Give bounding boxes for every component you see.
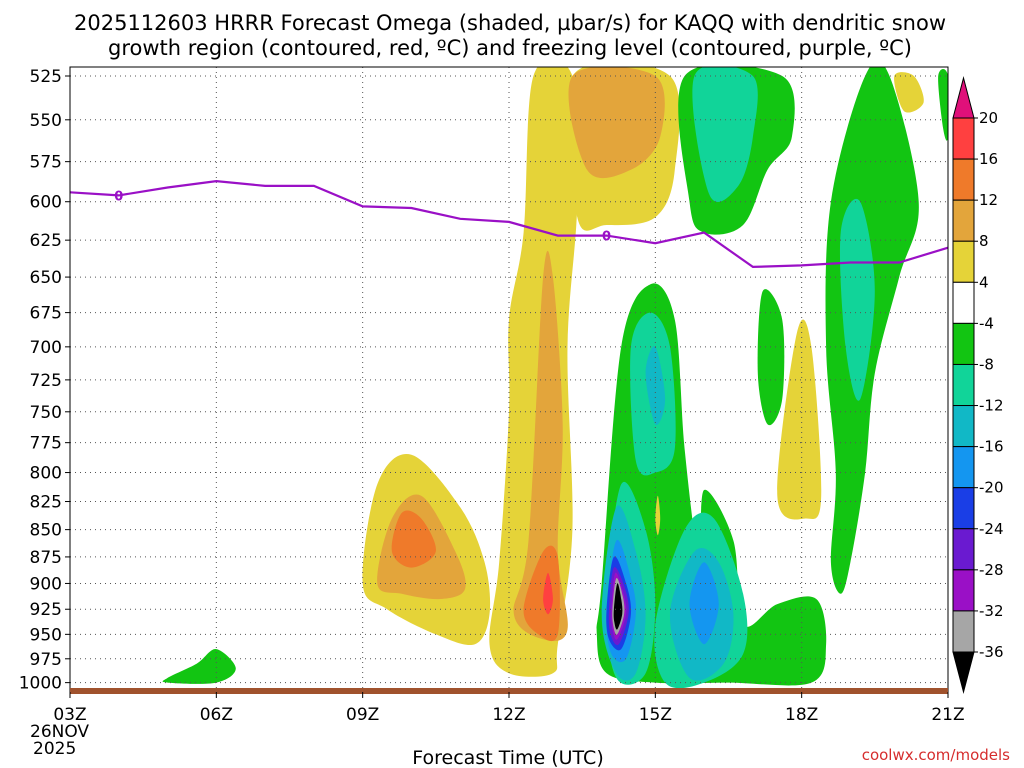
y-tick-label-600: 600 <box>30 193 62 213</box>
chart-title-line-2: growth region (contoured, red, ºC) and f… <box>108 36 912 60</box>
colorbar-segment-2 <box>952 158 975 201</box>
colorbar-tick-label-9: -20 <box>979 479 1004 497</box>
freezing-level-contour: 00 <box>69 179 949 269</box>
colorbar-tick-label-8: -16 <box>979 438 1004 456</box>
colorbar-segment-5 <box>952 281 975 324</box>
omega-region-15 <box>692 67 758 202</box>
date-label-day: 26NOV <box>30 722 89 742</box>
colorbar-segment-12 <box>952 569 975 612</box>
colorbar-tick-label-0: 20 <box>979 109 998 127</box>
y-tick-label-750: 750 <box>30 403 62 423</box>
colorbar: 20 16 12 8 4 -4 -8 -12 -16 -20 -24 -28 -32 -36 <box>952 76 1004 694</box>
colorbar-top-arrow <box>952 76 975 119</box>
omega-region-20 <box>645 346 666 425</box>
y-tick-label-800: 800 <box>30 464 62 484</box>
omega-shading <box>162 67 948 689</box>
x-tick-label-1: 06Z <box>200 705 233 725</box>
omega-region-12 <box>757 289 785 426</box>
y-tick-label-900: 900 <box>30 574 62 594</box>
y-tick-label-975: 975 <box>30 650 62 670</box>
omega-region-33 <box>894 72 924 113</box>
omega-region-31 <box>777 319 822 520</box>
colorbar-tick-label-5: -4 <box>979 314 994 332</box>
y-tick-label-775: 775 <box>30 434 62 454</box>
x-tick-label-3: 12Z <box>492 705 525 725</box>
y-tick-label-525: 525 <box>30 67 62 87</box>
omega-region-14 <box>162 649 236 684</box>
y-tick-label-1000: 1000 <box>19 674 62 694</box>
omega-region-32 <box>655 495 661 536</box>
y-tick-label-625: 625 <box>30 231 62 251</box>
colorbar-segment-4 <box>952 240 975 283</box>
colorbar-tick-label-13: -36 <box>979 643 1004 661</box>
y-tick-label-950: 950 <box>30 625 62 645</box>
colorbar-segment-1 <box>952 117 975 160</box>
x-axis-title: Forecast Time (UTC) <box>412 747 603 768</box>
omega-region-29 <box>613 583 623 630</box>
colorbar-segment-3 <box>952 199 975 242</box>
omega-region-6 <box>391 510 436 568</box>
y-tick-label-850: 850 <box>30 521 62 541</box>
colorbar-tick-label-4: 4 <box>979 273 989 291</box>
colorbar-segment-8 <box>952 405 975 448</box>
y-tick-label-550: 550 <box>30 111 62 131</box>
colorbar-segment-13 <box>952 610 975 653</box>
colorbar-segment-7 <box>952 363 975 407</box>
freezing-level-line <box>69 179 949 269</box>
colorbar-segment-10 <box>952 487 975 530</box>
omega-region-13 <box>938 68 948 141</box>
x-axis-ticks: 03Z 06Z 09Z 12Z 15Z 18Z 21Z <box>53 692 965 725</box>
x-tick-label-0: 03Z <box>53 705 86 725</box>
colorbar-segment-6 <box>952 322 975 365</box>
omega-region-3 <box>568 67 665 179</box>
plot-area: 00 <box>69 66 949 694</box>
grid-lines <box>70 67 948 692</box>
x-tick-label-5: 18Z <box>785 705 818 725</box>
x-tick-label-6: 21Z <box>931 705 964 725</box>
y-tick-label-875: 875 <box>30 548 62 568</box>
y-tick-label-700: 700 <box>30 338 62 358</box>
y-tick-label-825: 825 <box>30 493 62 513</box>
omega-region-5 <box>513 250 568 642</box>
colorbar-tick-label-11: -28 <box>979 561 1004 579</box>
colorbar-bottom-arrow <box>952 651 975 694</box>
omega-region-24 <box>689 562 719 645</box>
colorbar-tick-label-10: -24 <box>979 520 1004 538</box>
x-tick-label-4: 15Z <box>639 705 672 725</box>
y-tick-label-575: 575 <box>30 153 62 173</box>
y-tick-label-650: 650 <box>30 268 62 288</box>
y-tick-label-675: 675 <box>30 304 62 324</box>
omega-region-19 <box>839 198 875 401</box>
colorbar-segment-11 <box>952 528 975 571</box>
colorbar-tick-label-12: -32 <box>979 602 1004 620</box>
y-axis-ticks: 525 550 575 600 625 650 675 700 725 750 775 800 825 8… <box>19 67 70 694</box>
chart-title-line-1: 2025112603 HRRR Forecast Omega (shaded, … <box>74 11 946 35</box>
colorbar-tick-label-1: 16 <box>979 150 998 168</box>
y-tick-label-925: 925 <box>30 600 62 620</box>
freezing-level-label-1: 0 <box>602 230 611 245</box>
date-label-year: 2025 <box>33 739 76 759</box>
x-tick-label-2: 09Z <box>346 705 379 725</box>
colorbar-tick-label-2: 12 <box>979 191 998 209</box>
credit-text: coolwx.com/models <box>862 746 1010 764</box>
colorbar-segment-9 <box>952 446 975 489</box>
ground-surface <box>70 688 948 694</box>
colorbar-tick-label-7: -12 <box>979 397 1004 415</box>
omega-region-7 <box>523 545 560 642</box>
colorbar-tick-label-6: -8 <box>979 355 994 373</box>
colorbar-tick-label-3: 8 <box>979 232 989 250</box>
y-tick-label-725: 725 <box>30 371 62 391</box>
freezing-level-label-0: 0 <box>114 189 123 204</box>
